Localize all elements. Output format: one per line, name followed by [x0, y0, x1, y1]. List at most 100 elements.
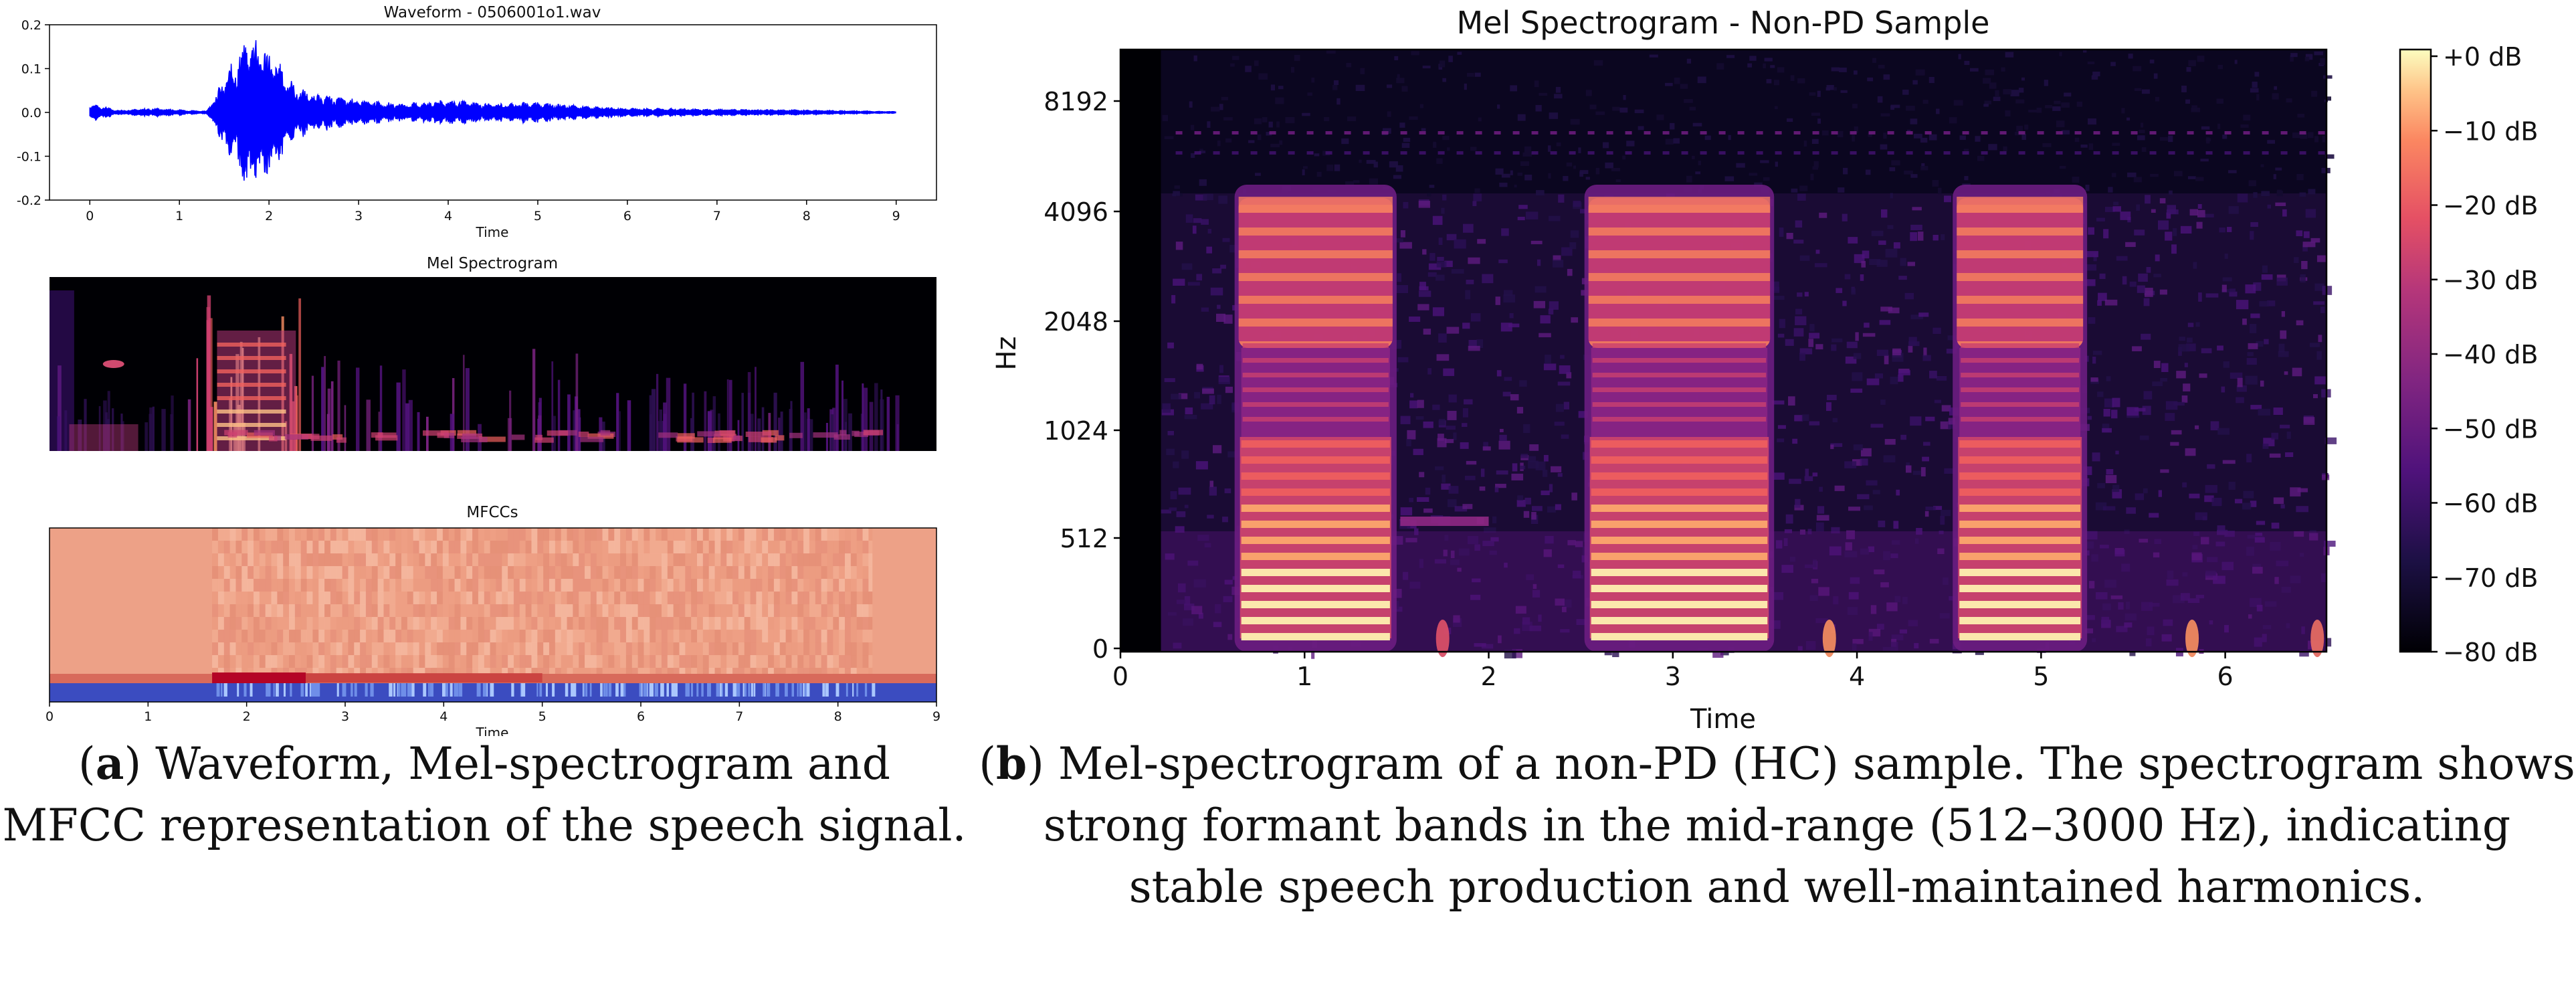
- mel-large-harmonic: [1241, 521, 1390, 528]
- mfcc-cell: [673, 617, 680, 630]
- mel-large-noise: [1943, 577, 1949, 585]
- mfcc-cell: [413, 642, 419, 656]
- mfcc-blue-streak: [620, 683, 624, 697]
- mfcc-cell: [696, 630, 704, 643]
- mfcc-cell: [714, 566, 721, 579]
- mel-large-noise-top: [1809, 92, 1816, 96]
- mfcc-cell: [691, 566, 698, 579]
- mfcc-cell: [821, 642, 827, 656]
- mel-large-noise-top: [1764, 58, 1773, 62]
- mel-large-noise: [2153, 552, 2160, 558]
- mfcc-cell: [401, 579, 408, 592]
- mfcc-cell: [573, 553, 579, 567]
- mel-large-dash-band: [1906, 131, 1913, 134]
- mfcc-blue-streak: [666, 683, 670, 697]
- mel-large-noise-top: [1724, 176, 1735, 181]
- mfcc-cell: [212, 630, 219, 643]
- mfcc-cell: [437, 579, 443, 592]
- mfcc-cell: [691, 630, 698, 643]
- mel-large-noise-top: [1904, 170, 1913, 175]
- mfcc-cell: [253, 592, 260, 605]
- mel-large-noise: [1944, 195, 1951, 203]
- mel-large-y-tick-label: 4096: [1044, 197, 1108, 227]
- mfcc-cell: [631, 604, 639, 618]
- mfcc-cell: [419, 592, 425, 605]
- mfcc-cell: [229, 579, 236, 592]
- mfcc-blue-streak: [649, 683, 652, 697]
- mel-large-mid-harmonic: [1242, 402, 1389, 407]
- mfcc-cell: [667, 592, 674, 605]
- mel-large-noise: [1788, 396, 1795, 406]
- mel-large-noise: [2250, 221, 2258, 228]
- mfcc-cell: [732, 630, 739, 643]
- mfcc-cell: [631, 566, 639, 579]
- mel-large-noise: [2224, 253, 2228, 259]
- mel-small-streak: [356, 367, 360, 451]
- mel-small-lowband: [839, 430, 847, 436]
- mfcc-cell: [383, 592, 390, 605]
- mel-large-noise-top: [1221, 96, 1229, 100]
- mel-large-noise-top: [1173, 191, 1180, 196]
- mfcc-cell: [312, 604, 319, 618]
- mel-small-lowband: [587, 433, 614, 439]
- mfcc-cell: [407, 566, 414, 579]
- mfcc-cell: [868, 617, 875, 630]
- mel-large-harmonic: [1591, 472, 1768, 480]
- mfcc-cell: [656, 630, 662, 643]
- mel-large-noise-top: [1396, 78, 1405, 84]
- mel-large-noise-top: [1612, 106, 1620, 111]
- mfcc-cell: [750, 630, 757, 643]
- mel-large-noise: [1443, 549, 1448, 557]
- mel-large-noise-top: [2110, 62, 2116, 66]
- mfcc-cell: [543, 604, 550, 618]
- mfcc-cell: [691, 604, 698, 618]
- mel-large-noise: [1450, 559, 1460, 565]
- mfcc-cell: [708, 528, 715, 541]
- mfcc-cell: [839, 642, 846, 656]
- mel-large-noise-top: [2044, 80, 2049, 86]
- mel-large-noise: [1799, 353, 1805, 361]
- mfcc-cell: [773, 579, 781, 592]
- mel-large-noise-top: [1563, 176, 1569, 181]
- mfcc-cell: [656, 617, 662, 630]
- mel-large-noise-top: [2082, 50, 2087, 53]
- mel-large-noise-top: [2112, 143, 2120, 146]
- mel-large-noise: [1417, 304, 1429, 310]
- mel-small-lowband: [302, 434, 320, 440]
- mfcc-cell: [620, 604, 627, 618]
- mel-large-dash-band: [1531, 131, 1539, 134]
- mfcc-cell: [579, 642, 585, 656]
- mel-large-noise: [1852, 638, 1864, 644]
- mfcc-cell: [413, 604, 419, 618]
- mfcc-cell: [365, 604, 373, 618]
- mel-large-noise: [1490, 537, 1499, 542]
- mfcc-cell: [336, 630, 343, 643]
- mel-large-noise: [2171, 244, 2177, 254]
- mel-large-noise: [1397, 273, 1402, 282]
- mfcc-cell: [839, 566, 846, 579]
- mel-small-lowband: [854, 432, 869, 438]
- mfcc-cell: [543, 579, 550, 592]
- mel-large-dash-band: [2149, 151, 2157, 155]
- mel-large-dash-band: [1344, 131, 1351, 134]
- mfcc-cell: [235, 655, 242, 668]
- mel-large-noise-top: [1520, 161, 1529, 166]
- mel-large-noise: [2102, 428, 2112, 433]
- mel-large-noise-top: [1421, 128, 1426, 132]
- mel-large-dash-band: [1494, 151, 1501, 155]
- mfcc-cell: [803, 553, 810, 567]
- mfcc-cell: [561, 579, 567, 592]
- mfcc-cell: [661, 604, 668, 618]
- mel-large-noise: [2228, 206, 2239, 214]
- mel-large-noise: [1794, 415, 1803, 422]
- mfcc-cell: [395, 566, 402, 579]
- mfcc-cell: [585, 553, 591, 567]
- mel-large-harmonic: [1591, 456, 1768, 464]
- mfcc-cell: [466, 604, 473, 618]
- mfcc-cell: [537, 579, 544, 592]
- mel-large-noise: [1525, 211, 1539, 219]
- mfcc-cell: [389, 617, 396, 630]
- mel-large-noise-top: [1387, 111, 1391, 117]
- mel-large-dash-band: [1194, 151, 1201, 155]
- mfcc-cell: [413, 617, 419, 630]
